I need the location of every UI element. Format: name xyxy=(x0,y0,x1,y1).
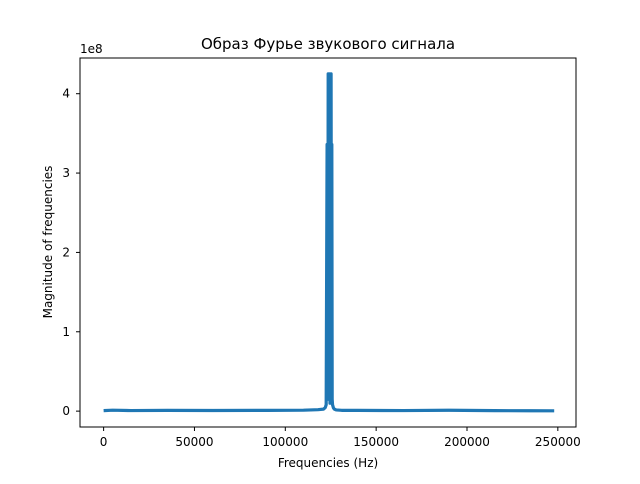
y-tick-label: 2 xyxy=(62,245,70,259)
plot-content xyxy=(103,72,555,413)
y-axis-label: Magnitude of frequencies xyxy=(41,166,55,319)
y-axis-ticks: 0 1 2 3 4 xyxy=(62,87,80,418)
x-tick-label: 150000 xyxy=(353,435,399,449)
spectrum-series-line xyxy=(103,72,555,413)
x-tick-label: 50000 xyxy=(175,435,213,449)
y-tick-label: 4 xyxy=(62,87,70,101)
y-tick-label: 1 xyxy=(62,325,70,339)
x-axis-ticks: 0 50000 100000 150000 200000 250000 xyxy=(100,427,581,449)
x-tick-label: 250000 xyxy=(535,435,581,449)
x-tick-label: 200000 xyxy=(444,435,490,449)
chart-title: Образ Фурье звукового сигнала xyxy=(201,35,455,53)
x-axis-label: Frequencies (Hz) xyxy=(278,456,378,470)
x-tick-label: 0 xyxy=(100,435,108,449)
y-scale-multiplier: 1e8 xyxy=(80,42,103,56)
plot-frame xyxy=(79,57,577,428)
x-tick-label: 100000 xyxy=(262,435,308,449)
y-tick-label: 0 xyxy=(62,404,70,418)
y-tick-label: 3 xyxy=(62,166,70,180)
